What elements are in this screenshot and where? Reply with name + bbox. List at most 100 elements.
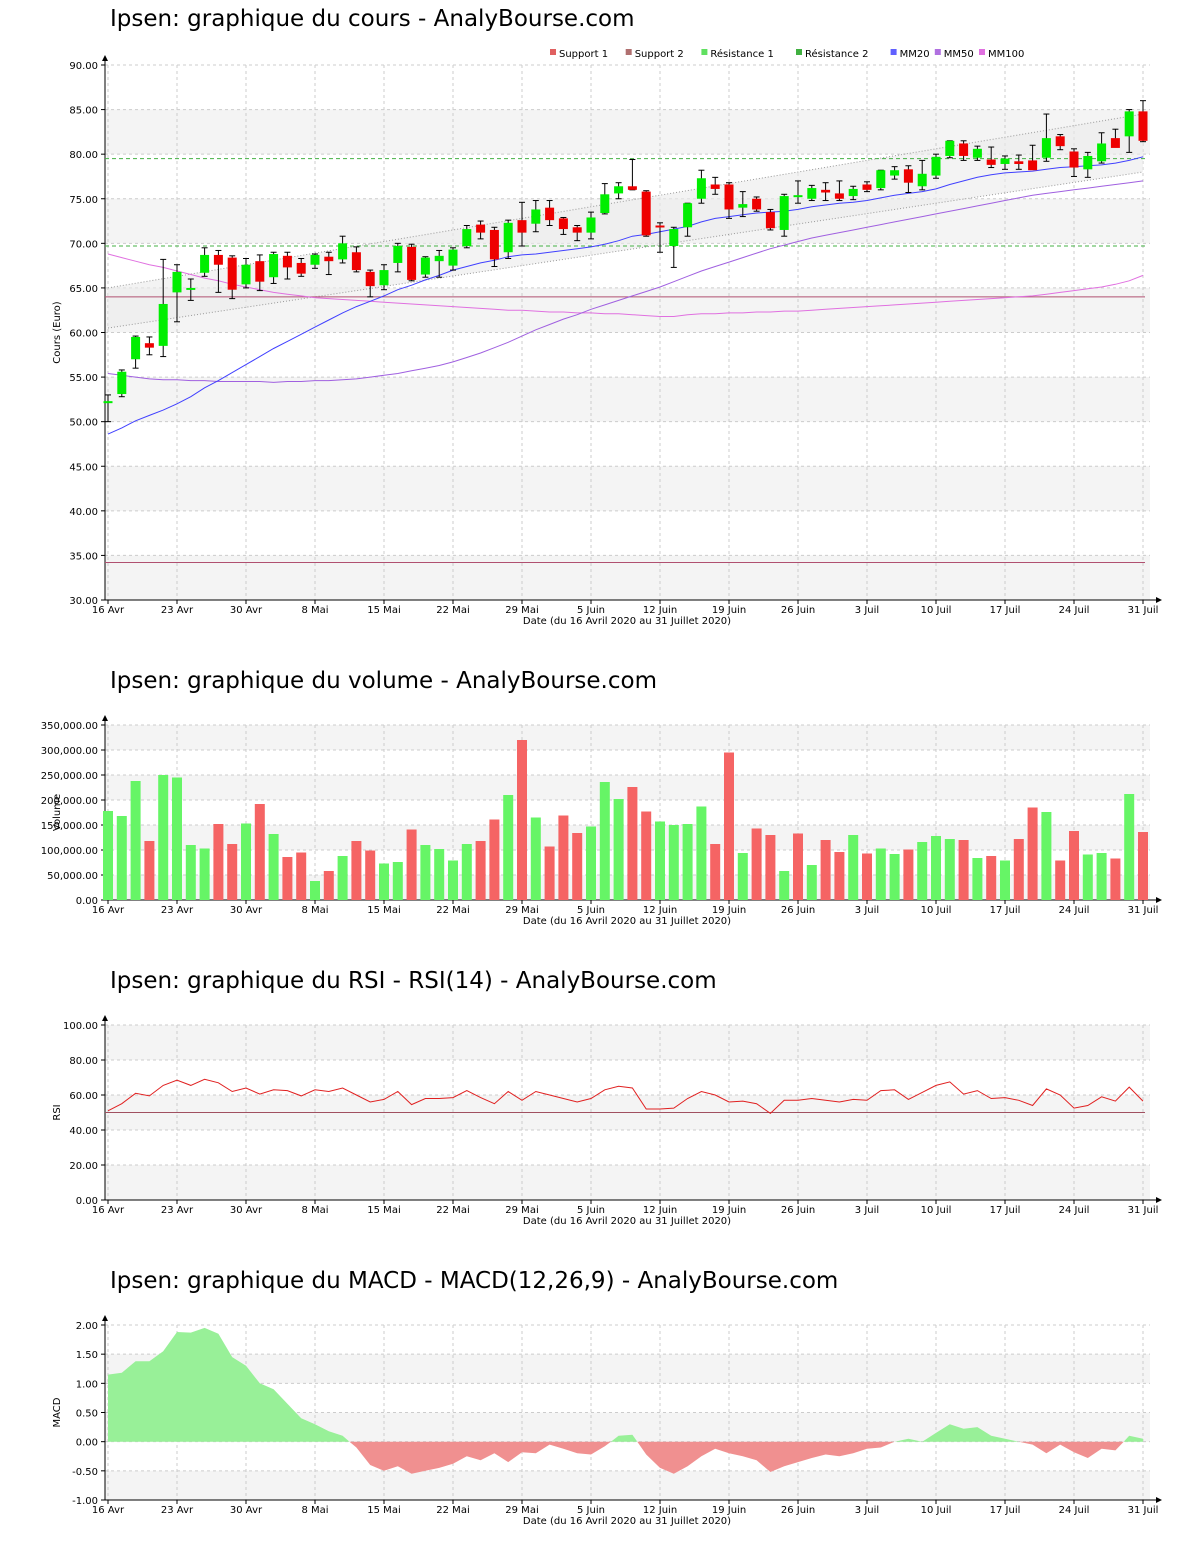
candle-body <box>1055 136 1065 147</box>
volume-xtick-label: 16 Avr <box>92 905 125 916</box>
volume-bar <box>199 848 210 900</box>
rsi-x-axis-label: Date (du 16 Avril 2020 au 31 Juillet 202… <box>523 1216 731 1227</box>
volume-bar <box>310 881 320 900</box>
volume-xtick-label: 26 Juin <box>781 905 815 916</box>
candle-body <box>131 336 141 360</box>
candle-body <box>986 159 996 165</box>
candle-body <box>324 256 334 262</box>
candle-body <box>890 170 900 176</box>
volume-bar <box>1082 854 1093 900</box>
price-ytick-label: 55.00 <box>69 373 98 384</box>
price-xtick-label: 15 Mai <box>367 605 400 616</box>
mm50-line <box>107 180 1144 383</box>
volume-bar <box>599 782 610 900</box>
volume-bar <box>710 844 721 900</box>
rsi-xtick-label: 12 Juin <box>643 1205 677 1216</box>
volume-bar <box>296 852 307 900</box>
macd-xtick-label: 24 Juil <box>1059 1505 1090 1516</box>
candle-body <box>1124 111 1134 137</box>
volume-bar <box>655 821 665 900</box>
volume-bar <box>337 856 348 900</box>
macd-positive-area <box>610 1434 638 1442</box>
volume-band <box>105 725 1150 750</box>
candle-body <box>186 287 196 290</box>
macd-x-axis-label: Date (du 16 Avril 2020 au 31 Juillet 202… <box>523 1516 731 1527</box>
macd-xtick-label: 17 Juil <box>990 1505 1021 1516</box>
macd-band <box>105 1470 1150 1500</box>
candle-body <box>351 252 361 271</box>
volume-bar <box>793 833 803 900</box>
candle-body <box>1014 161 1024 164</box>
volume-bar <box>254 804 265 900</box>
candle-body <box>1000 158 1010 164</box>
candle-body <box>545 207 555 221</box>
channel-lower-line <box>107 171 1144 329</box>
volume-bar <box>586 826 596 900</box>
candle-body <box>200 254 210 273</box>
macd-xtick-label: 19 Juin <box>712 1505 746 1516</box>
candle-body <box>213 254 223 265</box>
volume-bar <box>696 806 707 900</box>
candle-body <box>144 343 154 348</box>
macd-chart-title: Ipsen: graphique du MACD - MACD(12,26,9)… <box>110 1268 839 1294</box>
legend-swatch <box>550 49 556 55</box>
volume-ytick-label: 250,000.00 <box>41 771 98 782</box>
volume-bar <box>130 781 141 900</box>
volume-bar <box>185 845 196 900</box>
volume-ytick-label: 50,000.00 <box>47 871 98 882</box>
candle-body <box>462 229 472 247</box>
price-xtick-label: 23 Avr <box>161 605 194 616</box>
candle-body <box>627 186 637 190</box>
rsi-xtick-label: 10 Juil <box>921 1205 952 1216</box>
macd-ytick-label: 0.00 <box>76 1438 98 1449</box>
price-xtick-label: 3 Juil <box>855 605 879 616</box>
volume-bar <box>903 849 914 900</box>
volume-xtick-label: 24 Juil <box>1059 905 1090 916</box>
volume-bar <box>116 816 127 900</box>
candle-body <box>338 243 348 260</box>
volume-ytick-label: 150,000.00 <box>41 821 98 832</box>
volume-bar <box>986 856 997 900</box>
volume-bar <box>392 862 403 900</box>
volume-bar <box>241 823 251 900</box>
volume-ytick-label: 100,000.00 <box>41 846 98 857</box>
legend-swatch <box>796 49 802 55</box>
macd-negative-area <box>637 1441 895 1474</box>
candle-body <box>572 227 582 233</box>
volume-bar <box>448 860 458 900</box>
price-ytick-label: 50.00 <box>69 418 98 429</box>
volume-xtick-label: 3 Juil <box>855 905 879 916</box>
volume-ytick-label: 300,000.00 <box>41 746 98 757</box>
volume-bar <box>889 854 900 900</box>
candle-body <box>683 203 693 228</box>
price-ytick-label: 70.00 <box>69 239 98 250</box>
candle-body <box>1069 151 1079 168</box>
rsi-ytick-label: 100.00 <box>63 1021 98 1032</box>
macd-xtick-label: 10 Juil <box>921 1505 952 1516</box>
candle-body <box>241 264 251 285</box>
legend-swatch <box>625 49 632 55</box>
rsi-ytick-label: 60.00 <box>69 1091 98 1102</box>
volume-xtick-label: 29 Mai <box>505 905 538 916</box>
volume-bar <box>958 840 969 900</box>
candle-body <box>158 303 168 346</box>
price-xtick-label: 22 Mai <box>436 605 469 616</box>
volume-bar <box>103 811 113 900</box>
price-chart-title: Ipsen: graphique du cours - AnalyBourse.… <box>110 6 635 32</box>
candle-body <box>1110 138 1120 148</box>
volume-xtick-label: 5 Juin <box>577 905 605 916</box>
candle-body <box>1097 143 1107 162</box>
volume-bar <box>972 858 983 900</box>
macd-xtick-label: 31 Juil <box>1128 1505 1159 1516</box>
legend-label: Résistance 2 <box>805 48 868 60</box>
volume-bar <box>572 833 583 900</box>
volume-y-arrow <box>102 715 108 721</box>
candle-body <box>296 262 306 274</box>
candle-body <box>669 229 679 247</box>
mm100-line <box>107 253 1144 317</box>
volume-bar <box>1000 860 1010 900</box>
candle-body <box>476 224 486 233</box>
price-ytick-label: 80.00 <box>69 150 98 161</box>
volume-bar <box>461 844 472 900</box>
volume-bar <box>848 835 859 900</box>
